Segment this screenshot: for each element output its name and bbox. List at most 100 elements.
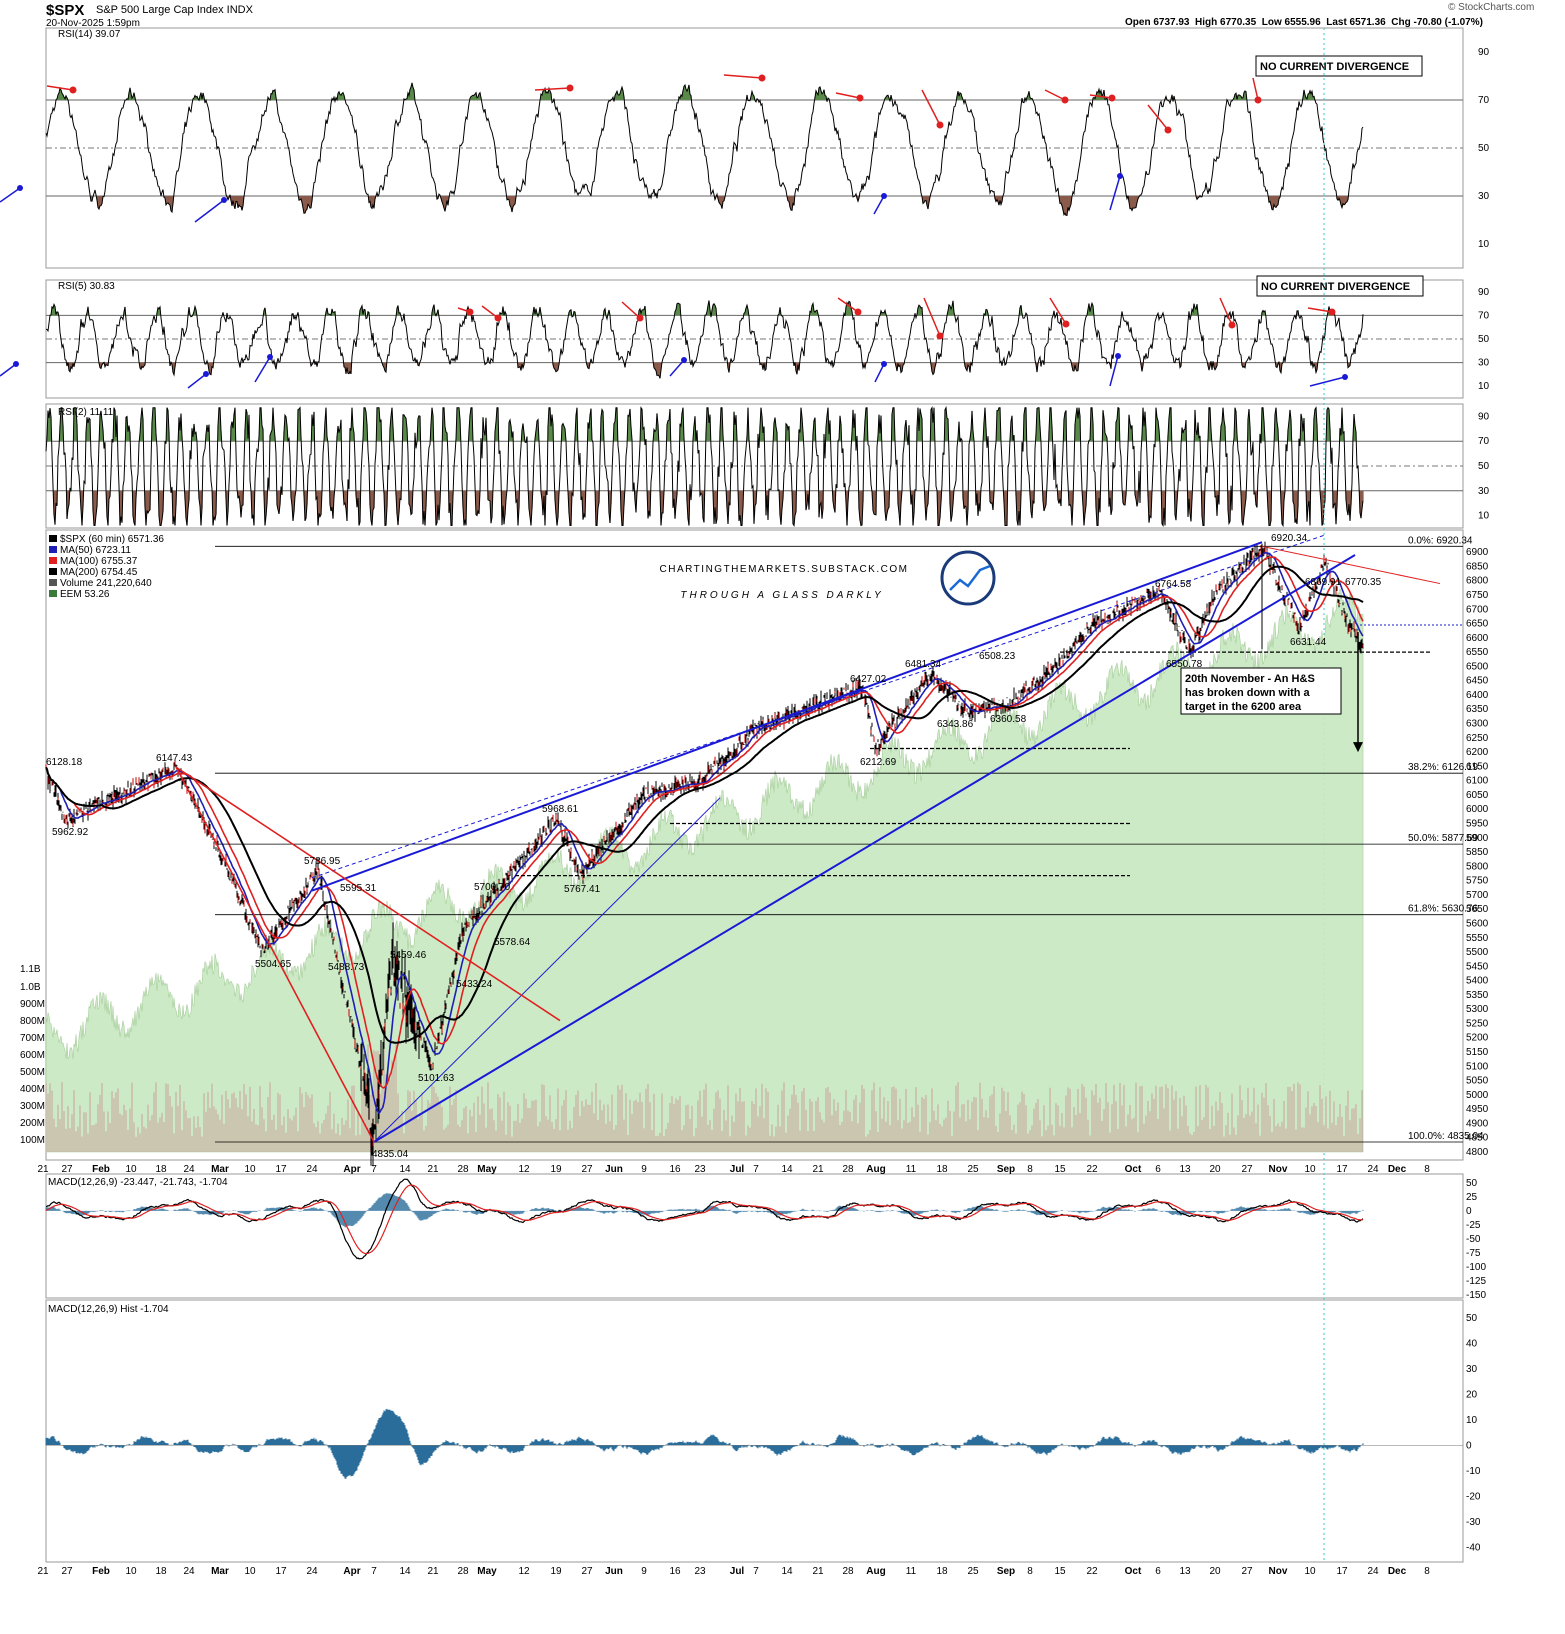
price-point-label: 6920.34 <box>1271 533 1308 544</box>
price-point-label: 5488.73 <box>328 962 365 973</box>
macd-signal-line <box>45 1184 1364 1255</box>
hist-x-label: 21 <box>812 1566 824 1577</box>
legend-entry: EEM 53.26 <box>60 589 110 600</box>
hist-x-label: May <box>477 1566 497 1577</box>
divergence-arrowhead-red <box>69 86 77 94</box>
volume-tick: 200M <box>20 1118 45 1129</box>
price-x-label: 14 <box>399 1164 411 1175</box>
rsi14-line <box>45 82 1364 216</box>
divergence-arrow-blue <box>1109 175 1121 211</box>
rsi5-y-tick: 50 <box>1478 334 1490 345</box>
divergence-arrowhead-blue <box>17 185 23 191</box>
hist-x-label: 7 <box>371 1566 377 1577</box>
hist-x-label: 24 <box>183 1566 195 1577</box>
price-x-label: 28 <box>457 1164 469 1175</box>
volume-tick: 400M <box>20 1084 45 1095</box>
divergence-arrow-red <box>921 89 941 126</box>
divergence-arrow-blue <box>0 187 21 203</box>
price-y-tick: 6550 <box>1466 647 1489 658</box>
hist-x-label: Sep <box>997 1566 1015 1577</box>
hist-x-label: 27 <box>1241 1566 1253 1577</box>
price-x-label: 23 <box>694 1164 706 1175</box>
hist-x-label: 27 <box>61 1566 73 1577</box>
price-x-label: 13 <box>1179 1164 1191 1175</box>
hist-x-label: 28 <box>457 1566 469 1577</box>
hist-x-label: 6 <box>1155 1566 1161 1577</box>
symbol: $SPX <box>46 2 85 19</box>
divergence-arrow-red <box>723 74 763 79</box>
red-top-line <box>1261 545 1441 585</box>
price-x-label: 20 <box>1209 1164 1221 1175</box>
red-resistance-line <box>175 766 561 1022</box>
price-point-label: 5459.46 <box>390 950 427 961</box>
hist-y-tick: -10 <box>1466 1466 1481 1477</box>
watermark-logo-chart-icon <box>949 564 991 591</box>
price-point-label: 6481.34 <box>905 659 942 670</box>
hist-x-label: 24 <box>1367 1566 1379 1577</box>
rsi2-y-tick: 70 <box>1478 436 1490 447</box>
hist-x-label: 21 <box>37 1566 49 1577</box>
price-x-label: Nov <box>1269 1164 1288 1175</box>
divergence-arrowhead-red <box>566 84 574 92</box>
divergence-arrowhead-red <box>1254 96 1262 104</box>
price-y-tick: 5150 <box>1466 1047 1489 1058</box>
divergence-arrow-red <box>46 85 74 91</box>
hist-x-label: 17 <box>1336 1566 1348 1577</box>
price-point-label: 6128.18 <box>46 757 83 768</box>
hist-x-label: Dec <box>1388 1566 1407 1577</box>
hist-x-label: 7 <box>753 1566 759 1577</box>
price-y-tick: 6750 <box>1466 590 1489 601</box>
price-point-label: 5595.31 <box>340 883 377 894</box>
hist-y-tick: -40 <box>1466 1542 1481 1553</box>
price-y-tick: 5100 <box>1466 1061 1489 1072</box>
price-y-tick: 6350 <box>1466 704 1489 715</box>
price-y-tick: 5300 <box>1466 1004 1489 1015</box>
price-point-label: 6427.02 <box>850 674 887 685</box>
price-x-label: 14 <box>781 1164 793 1175</box>
price-y-tick: 5250 <box>1466 1018 1489 1029</box>
hist-x-label: 17 <box>275 1566 287 1577</box>
index-name: S&P 500 Large Cap Index INDX <box>96 4 253 16</box>
legend-entry: MA(100) 6755.37 <box>60 556 138 567</box>
price-y-tick: 4850 <box>1466 1133 1489 1144</box>
watermark-logo-icon <box>940 550 996 606</box>
divergence-arrowhead-blue <box>1342 374 1348 380</box>
price-x-label: 16 <box>669 1164 681 1175</box>
hist-x-label: Jul <box>730 1566 745 1577</box>
price-x-label: 24 <box>1367 1164 1379 1175</box>
hist-x-label: 20 <box>1209 1566 1221 1577</box>
price-y-tick: 5650 <box>1466 904 1489 915</box>
legend-swatch <box>49 546 57 553</box>
rsi5-y-tick: 30 <box>1478 358 1490 369</box>
price-x-label: 17 <box>275 1164 287 1175</box>
price-x-label: Oct <box>1125 1164 1142 1175</box>
divergence-arrow-red <box>1307 307 1333 313</box>
divergence-arrowhead-red <box>1328 308 1336 316</box>
volume-tick: 800M <box>20 1016 45 1027</box>
rsi5-label: RSI(5) 30.83 <box>58 281 115 292</box>
rsi14-y-tick: 90 <box>1478 47 1490 58</box>
price-y-tick: 4800 <box>1466 1147 1489 1158</box>
rsi14-note-box <box>1255 55 1423 77</box>
hs-annotation-text: 20th November - An H&S <box>1185 673 1315 685</box>
price-point-label: 6212.69 <box>860 757 897 768</box>
price-y-tick: 6400 <box>1466 690 1489 701</box>
divergence-arrowhead-red <box>1062 320 1070 328</box>
rsi14-y-tick: 10 <box>1478 239 1490 250</box>
price-point-label: 6508.23 <box>979 651 1016 662</box>
price-y-tick: 6050 <box>1466 790 1489 801</box>
divergence-arrow-blue <box>254 356 271 383</box>
price-point-label: 6147.43 <box>156 753 193 764</box>
hist-x-label: 16 <box>669 1566 681 1577</box>
price-y-tick: 4900 <box>1466 1118 1489 1129</box>
divergence-arrow-red <box>1219 297 1233 326</box>
price-y-tick: 5600 <box>1466 918 1489 929</box>
price-y-tick: 5350 <box>1466 990 1489 1001</box>
price-x-label: 24 <box>306 1164 318 1175</box>
price-y-tick: 5700 <box>1466 890 1489 901</box>
hist-x-label: Mar <box>211 1566 229 1577</box>
legend-swatch <box>49 557 57 564</box>
legend-swatch <box>49 579 57 586</box>
fib-label: 50.0%: 5877.69 <box>1408 833 1478 844</box>
fib-label: 0.0%: 6920.34 <box>1408 535 1473 546</box>
